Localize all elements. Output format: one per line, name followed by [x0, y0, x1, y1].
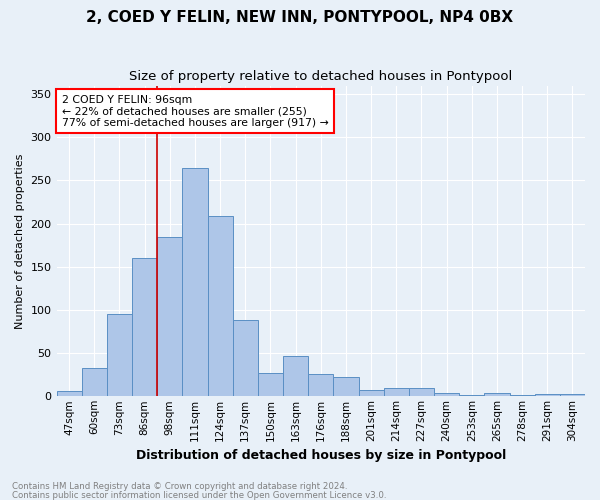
Bar [182, 168, 208, 396]
Bar [459, 394, 484, 396]
Bar [283, 356, 308, 397]
Bar [535, 394, 560, 396]
Text: Contains public sector information licensed under the Open Government Licence v3: Contains public sector information licen… [12, 490, 386, 500]
X-axis label: Distribution of detached houses by size in Pontypool: Distribution of detached houses by size … [136, 450, 506, 462]
Bar [56, 391, 82, 396]
Bar [560, 394, 585, 396]
Text: 2 COED Y FELIN: 96sqm
← 22% of detached houses are smaller (255)
77% of semi-det: 2 COED Y FELIN: 96sqm ← 22% of detached … [62, 95, 329, 128]
Bar [434, 393, 459, 396]
Bar [82, 368, 107, 396]
Bar [157, 236, 182, 396]
Bar [107, 314, 132, 396]
Bar [258, 373, 283, 396]
Bar [233, 320, 258, 396]
Bar [132, 258, 157, 396]
Bar [334, 378, 359, 396]
Bar [208, 216, 233, 396]
Bar [359, 390, 383, 396]
Bar [409, 388, 434, 396]
Bar [383, 388, 409, 396]
Bar [484, 393, 509, 396]
Bar [308, 374, 334, 396]
Title: Size of property relative to detached houses in Pontypool: Size of property relative to detached ho… [129, 70, 512, 83]
Text: Contains HM Land Registry data © Crown copyright and database right 2024.: Contains HM Land Registry data © Crown c… [12, 482, 347, 491]
Text: 2, COED Y FELIN, NEW INN, PONTYPOOL, NP4 0BX: 2, COED Y FELIN, NEW INN, PONTYPOOL, NP4… [86, 10, 514, 25]
Y-axis label: Number of detached properties: Number of detached properties [15, 153, 25, 328]
